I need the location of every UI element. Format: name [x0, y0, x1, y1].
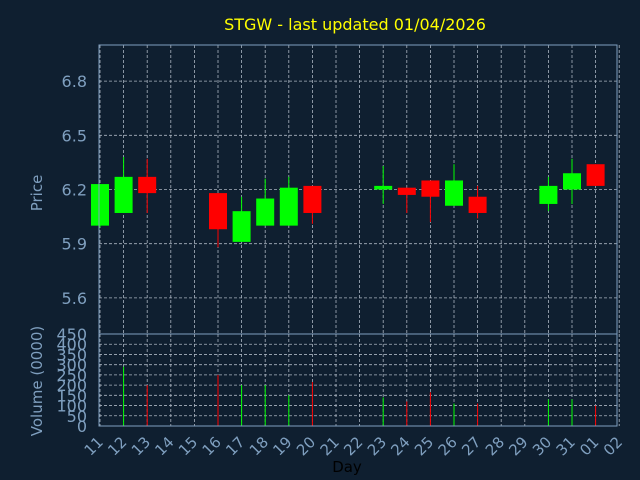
x-tick-label: 30 [529, 433, 555, 459]
candle-body [232, 211, 251, 242]
x-axis-ticks: 1112131415161718192021222324252627282930… [81, 433, 626, 459]
candle-body [445, 180, 463, 206]
candle-body [114, 176, 133, 213]
price-tick-label: 5.9 [62, 235, 87, 254]
volume-tick-label: 450 [56, 325, 87, 344]
candle-body [563, 173, 581, 190]
volume-tick-label: 200 [56, 376, 87, 395]
x-tick-label: 15 [175, 433, 201, 459]
candle-body [397, 187, 416, 195]
price-tick-label: 5.6 [62, 289, 87, 308]
candle-body [421, 180, 440, 197]
volume-tick-label: 0 [77, 417, 87, 436]
volume-tick-label: 50 [67, 407, 87, 426]
candle-body [374, 185, 393, 190]
x-tick-label: 29 [505, 433, 531, 459]
volume-tick-label: 100 [56, 397, 87, 416]
x-tick-label: 19 [269, 433, 295, 459]
price-candles [91, 156, 605, 248]
volume-tick-label: 400 [56, 335, 87, 354]
price-axis-label: Price [28, 175, 46, 212]
candle-body [539, 185, 558, 204]
x-tick-label: 12 [104, 433, 130, 459]
volume-tick-label: 350 [56, 345, 87, 364]
x-tick-label: 28 [482, 433, 508, 459]
x-tick-label: 27 [458, 433, 484, 459]
x-tick-label: 25 [411, 433, 437, 459]
candle-body [468, 196, 487, 213]
x-tick-label: 16 [199, 433, 225, 459]
price-tick-label: 6.2 [62, 181, 87, 200]
candle-body [279, 187, 298, 226]
candle-body [586, 164, 605, 186]
x-tick-label: 26 [435, 433, 461, 459]
candle-body [138, 176, 157, 194]
chart-title: STGW - last updated 01/04/2026 [224, 15, 486, 34]
x-tick-label: 22 [340, 433, 366, 459]
candle-body [209, 193, 227, 230]
x-tick-label: 31 [553, 433, 579, 459]
x-tick-label: 17 [222, 433, 248, 459]
price-tick-label: 6.5 [62, 126, 87, 145]
candle-body [91, 184, 109, 226]
price-grid: 6.8 6.5 6.2 5.9 5.6 [62, 45, 620, 334]
x-tick-label: 01 [576, 433, 602, 459]
x-tick-label: 21 [317, 433, 343, 459]
volume-tick-label: 300 [56, 356, 87, 375]
volume-bars [123, 366, 597, 426]
price-tick-label: 6.8 [62, 72, 87, 91]
volume-axis-label: Volume (0000) [28, 326, 46, 436]
volume-tick-label: 250 [56, 366, 87, 385]
x-tick-label: 02 [600, 433, 626, 459]
x-tick-label: 24 [387, 433, 413, 459]
x-axis-label: Day [332, 458, 362, 476]
x-tick-label: 18 [246, 433, 272, 459]
candle-body [303, 185, 322, 213]
volume-plot-frame [98, 333, 618, 427]
x-tick-label: 20 [293, 433, 319, 459]
candle-body [256, 198, 275, 226]
x-tick-label: 13 [128, 433, 154, 459]
x-tick-label: 23 [364, 433, 390, 459]
volume-tick-label: 150 [56, 386, 87, 405]
x-tick-label: 14 [151, 433, 177, 459]
x-tick-label: 11 [81, 433, 107, 459]
